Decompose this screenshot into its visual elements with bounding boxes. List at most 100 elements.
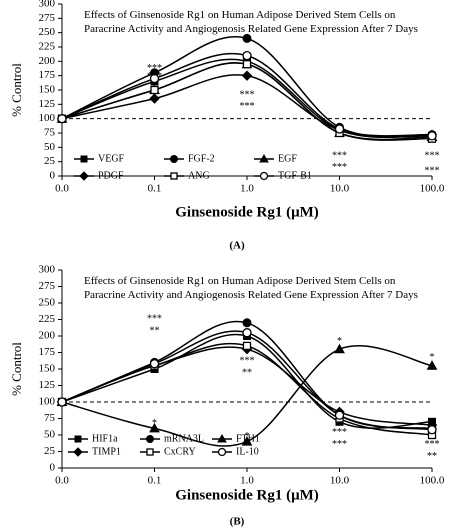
- y-tick-label: 125: [39, 379, 56, 391]
- legend-marker: [170, 172, 178, 180]
- marker: [149, 422, 160, 433]
- y-tick-label: 200: [39, 330, 56, 342]
- y-tick-label: 150: [39, 84, 56, 96]
- y-tick-label: 25: [44, 155, 56, 167]
- marker: [150, 85, 159, 95]
- y-tick-label: 0: [50, 170, 56, 182]
- chart-title: Effects of Ginsenoside Rg1 on Human Adip…: [84, 275, 418, 301]
- y-tick-label: 300: [39, 264, 56, 276]
- annotation: ***: [425, 150, 440, 161]
- annotation: ***: [147, 63, 162, 74]
- legend-label: IL-10: [236, 446, 259, 457]
- x-tick-label: 0.1: [148, 475, 162, 487]
- marker: [334, 410, 345, 420]
- x-tick-label: 0.0: [55, 183, 69, 195]
- legend-label: ANG: [188, 170, 210, 181]
- annotation: *: [430, 352, 435, 363]
- annotation: ***: [332, 439, 347, 450]
- y-axis-title: % Control: [9, 63, 24, 117]
- marker: [242, 318, 252, 328]
- annotation: ***: [332, 150, 347, 161]
- marker: [241, 436, 253, 446]
- annotation: *: [337, 336, 342, 347]
- marker: [426, 360, 438, 370]
- marker: [427, 131, 437, 141]
- legend-marker: [259, 171, 269, 181]
- annotation: **: [427, 451, 437, 462]
- legend-label: CxCRY: [164, 446, 196, 457]
- marker: [242, 33, 252, 43]
- x-tick-label: 1.0: [240, 183, 254, 195]
- x-tick-label: 0.1: [148, 183, 162, 195]
- y-tick-label: 250: [39, 26, 56, 38]
- marker: [57, 114, 67, 124]
- y-tick-label: 50: [44, 429, 56, 441]
- y-axis-title: % Control: [9, 342, 24, 396]
- legend-marker: [80, 155, 88, 163]
- legend-marker: [170, 155, 178, 163]
- marker: [242, 60, 252, 69]
- legend-label: mRNA3L: [164, 433, 204, 444]
- legend-marker: [73, 447, 83, 457]
- y-tick-label: 150: [39, 363, 56, 375]
- y-tick-label: 100: [39, 112, 56, 124]
- x-tick-label: 1.0: [240, 475, 254, 487]
- x-axis-title: Ginsenoside Rg1 (μM): [175, 487, 319, 503]
- marker: [149, 93, 160, 104]
- annotation: ***: [332, 162, 347, 173]
- marker: [334, 124, 345, 134]
- legend-label: TGF-B1: [278, 170, 312, 181]
- annotation: *: [245, 431, 250, 442]
- legend-label: PDGF: [98, 170, 124, 181]
- y-tick-label: 250: [39, 297, 56, 309]
- annotation: ***: [240, 90, 255, 101]
- annotation: ***: [425, 165, 440, 176]
- legend-label: FGF-2: [188, 153, 215, 164]
- annotation: **: [150, 325, 160, 336]
- marker: [242, 328, 252, 338]
- marker: [242, 341, 252, 351]
- marker: [241, 70, 253, 81]
- legend-marker: [259, 153, 269, 163]
- y-tick-label: 275: [39, 280, 56, 292]
- y-tick-label: 75: [44, 127, 56, 139]
- chart-title: Effects of Ginsenoside Rg1 on Human Adip…: [84, 9, 418, 35]
- annotation: ***: [240, 356, 255, 367]
- annotation: ***: [425, 439, 440, 450]
- annotation: ***: [240, 101, 255, 112]
- x-tick-label: 100.0: [420, 475, 445, 487]
- legend-label: FTH1: [236, 433, 260, 444]
- legend-marker: [217, 433, 227, 443]
- y-tick-label: 75: [44, 412, 56, 424]
- x-axis-title: Ginsenoside Rg1 (μM): [175, 204, 319, 220]
- legend-label: VEGF: [98, 153, 125, 164]
- panel-label: (B): [230, 516, 245, 528]
- y-tick-label: 25: [44, 445, 56, 457]
- annotation: *: [152, 418, 157, 429]
- marker: [149, 73, 160, 84]
- legend-marker: [74, 435, 82, 443]
- y-tick-label: 0: [50, 462, 56, 474]
- y-tick-label: 100: [39, 396, 56, 408]
- annotation: ***: [332, 427, 347, 438]
- x-tick-label: 10.0: [330, 183, 350, 195]
- annotation: ***: [147, 71, 162, 82]
- annotation: **: [242, 368, 252, 379]
- legend-label: EGF: [278, 153, 297, 164]
- legend-marker: [217, 447, 227, 457]
- x-tick-label: 100.0: [420, 183, 445, 195]
- y-tick-label: 225: [39, 41, 56, 53]
- marker: [149, 359, 160, 369]
- legend-marker: [146, 448, 154, 456]
- y-tick-label: 175: [39, 69, 56, 81]
- legend-label: TIMP1: [92, 446, 121, 457]
- marker: [427, 425, 437, 435]
- y-tick-label: 300: [39, 0, 56, 10]
- panel-label: (A): [229, 240, 245, 252]
- y-tick-label: 200: [39, 55, 56, 67]
- y-tick-label: 225: [39, 313, 56, 325]
- legend-marker: [79, 171, 89, 181]
- x-tick-label: 0.0: [55, 475, 69, 487]
- annotation: ***: [147, 313, 162, 324]
